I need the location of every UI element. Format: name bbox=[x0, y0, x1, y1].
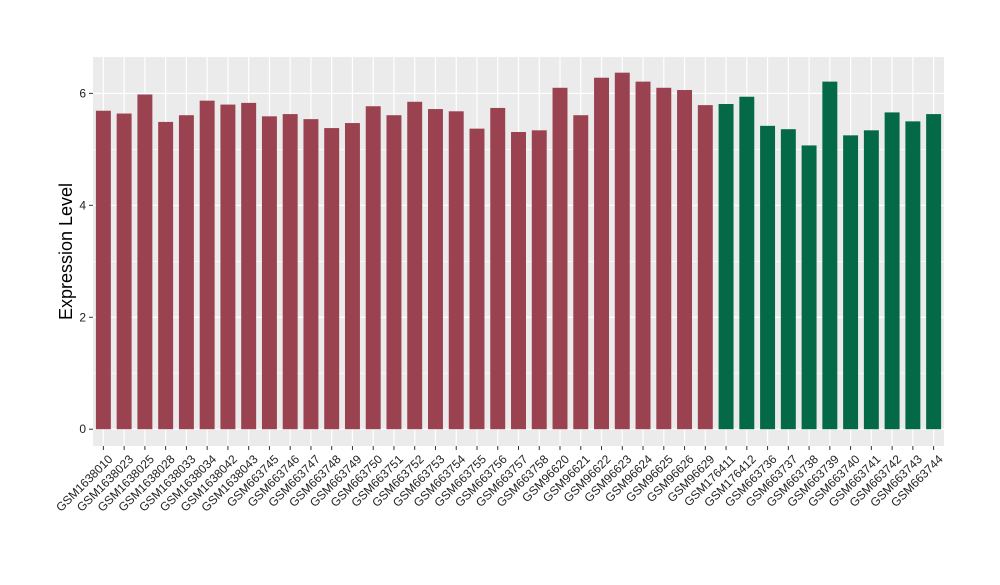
bar-GSM663739 bbox=[822, 81, 838, 430]
bar-GSM663758 bbox=[531, 130, 547, 430]
bar-GSM1638042 bbox=[220, 104, 236, 430]
bar-GSM663744 bbox=[926, 114, 942, 430]
bar-GSM663754 bbox=[448, 111, 464, 430]
bar-GSM663736 bbox=[760, 125, 776, 430]
bar-GSM96622 bbox=[594, 77, 609, 430]
bar-GSM663756 bbox=[490, 107, 506, 430]
bar-GSM663751 bbox=[386, 115, 402, 430]
y-tick-label: 6 bbox=[79, 86, 86, 100]
bar-GSM663746 bbox=[282, 114, 298, 430]
bar-GSM663750 bbox=[365, 106, 381, 430]
x-axis: GSM1638010GSM1638023GSM1638025GSM1638028… bbox=[53, 446, 946, 514]
bar-GSM663742 bbox=[884, 112, 900, 430]
bar-GSM663737 bbox=[780, 129, 796, 430]
bar-GSM663753 bbox=[428, 109, 443, 430]
bar-GSM1638034 bbox=[199, 100, 215, 430]
y-axis-title: Expression Level bbox=[56, 183, 76, 320]
bar-GSM1638043 bbox=[241, 102, 257, 430]
bar-GSM663740 bbox=[843, 135, 859, 430]
y-tick-label: 0 bbox=[79, 422, 86, 436]
bar-GSM663745 bbox=[261, 116, 277, 430]
bar-GSM663748 bbox=[324, 128, 340, 430]
bar-GSM1638033 bbox=[178, 115, 194, 430]
bar-GSM96626 bbox=[677, 90, 693, 430]
bar-GSM1638028 bbox=[158, 121, 174, 430]
y-tick-label: 4 bbox=[79, 198, 86, 212]
bar-GSM96621 bbox=[573, 115, 589, 430]
bar-GSM663747 bbox=[303, 119, 319, 430]
y-axis: 0 2 4 6 bbox=[79, 86, 93, 436]
y-tick-label: 2 bbox=[79, 310, 86, 324]
bar-GSM1638023 bbox=[116, 113, 132, 430]
bar-GSM96629 bbox=[697, 105, 713, 430]
bar-GSM96624 bbox=[635, 81, 651, 430]
bar-GSM663738 bbox=[801, 145, 817, 430]
bar-GSM96620 bbox=[552, 87, 568, 430]
bars bbox=[95, 72, 942, 430]
bar-GSM1638025 bbox=[137, 94, 153, 430]
bar-GSM663752 bbox=[407, 101, 423, 430]
bar-GSM663757 bbox=[511, 132, 526, 430]
bar-GSM663755 bbox=[469, 128, 485, 430]
bar-GSM96623 bbox=[614, 72, 630, 430]
bar-GSM663749 bbox=[344, 123, 360, 430]
bar-GSM1638010 bbox=[95, 110, 111, 430]
bar-GSM176412 bbox=[739, 96, 755, 430]
bar-GSM663741 bbox=[863, 130, 879, 430]
bar-GSM663743 bbox=[905, 121, 921, 430]
bar-GSM96625 bbox=[656, 87, 672, 430]
bar-GSM176411 bbox=[718, 104, 734, 430]
